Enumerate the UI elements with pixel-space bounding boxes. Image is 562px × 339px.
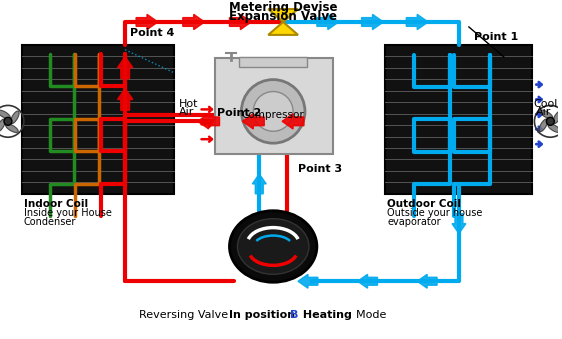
Polygon shape — [242, 114, 264, 129]
Text: Outside your house: Outside your house — [387, 208, 483, 218]
Text: Expansion Valve: Expansion Valve — [229, 10, 337, 23]
Text: Inside your House: Inside your House — [24, 208, 112, 218]
Text: Point 1: Point 1 — [474, 32, 518, 42]
Polygon shape — [268, 22, 298, 35]
Polygon shape — [417, 274, 437, 288]
Ellipse shape — [6, 124, 19, 133]
Polygon shape — [268, 9, 298, 22]
FancyBboxPatch shape — [215, 58, 333, 154]
Ellipse shape — [237, 219, 309, 274]
Text: Point 3: Point 3 — [298, 164, 342, 174]
Text: Outdoor Coil: Outdoor Coil — [387, 199, 461, 209]
Text: Point 4: Point 4 — [130, 28, 175, 38]
Polygon shape — [252, 174, 266, 194]
Ellipse shape — [229, 211, 317, 282]
Polygon shape — [117, 57, 133, 79]
Ellipse shape — [0, 119, 6, 132]
Polygon shape — [317, 14, 339, 29]
Text: Condenser: Condenser — [24, 217, 76, 227]
Text: Air: Air — [179, 107, 194, 117]
Circle shape — [253, 92, 293, 131]
Polygon shape — [361, 14, 383, 29]
Text: Indoor Coil: Indoor Coil — [24, 199, 88, 209]
Text: Mode: Mode — [348, 310, 386, 320]
Polygon shape — [282, 114, 304, 129]
Ellipse shape — [0, 110, 10, 119]
Text: In position: In position — [229, 310, 300, 320]
FancyBboxPatch shape — [386, 45, 532, 194]
Circle shape — [242, 80, 305, 143]
Polygon shape — [357, 274, 378, 288]
Text: Hot: Hot — [179, 99, 198, 109]
Ellipse shape — [548, 124, 561, 133]
Polygon shape — [298, 274, 318, 288]
Text: Compressor: Compressor — [242, 111, 305, 120]
Ellipse shape — [539, 119, 548, 132]
Ellipse shape — [540, 110, 552, 119]
Ellipse shape — [11, 111, 19, 124]
Text: evaporator: evaporator — [387, 217, 441, 227]
Polygon shape — [117, 88, 133, 111]
Circle shape — [546, 117, 554, 125]
Circle shape — [4, 117, 12, 125]
Polygon shape — [183, 14, 205, 29]
Text: Metering Devise: Metering Devise — [229, 1, 337, 14]
Text: Point 2: Point 2 — [216, 108, 261, 118]
Polygon shape — [198, 114, 220, 129]
Polygon shape — [406, 14, 428, 29]
Text: Heating: Heating — [299, 310, 352, 320]
Ellipse shape — [553, 111, 561, 124]
FancyBboxPatch shape — [22, 45, 174, 194]
Polygon shape — [229, 14, 251, 29]
Polygon shape — [136, 14, 158, 29]
Text: Reversing Valve: Reversing Valve — [139, 310, 232, 320]
Text: B: B — [290, 310, 298, 320]
Text: Cool: Cool — [533, 99, 558, 109]
Text: Air: Air — [536, 107, 551, 117]
Polygon shape — [452, 214, 466, 234]
FancyBboxPatch shape — [239, 57, 307, 67]
